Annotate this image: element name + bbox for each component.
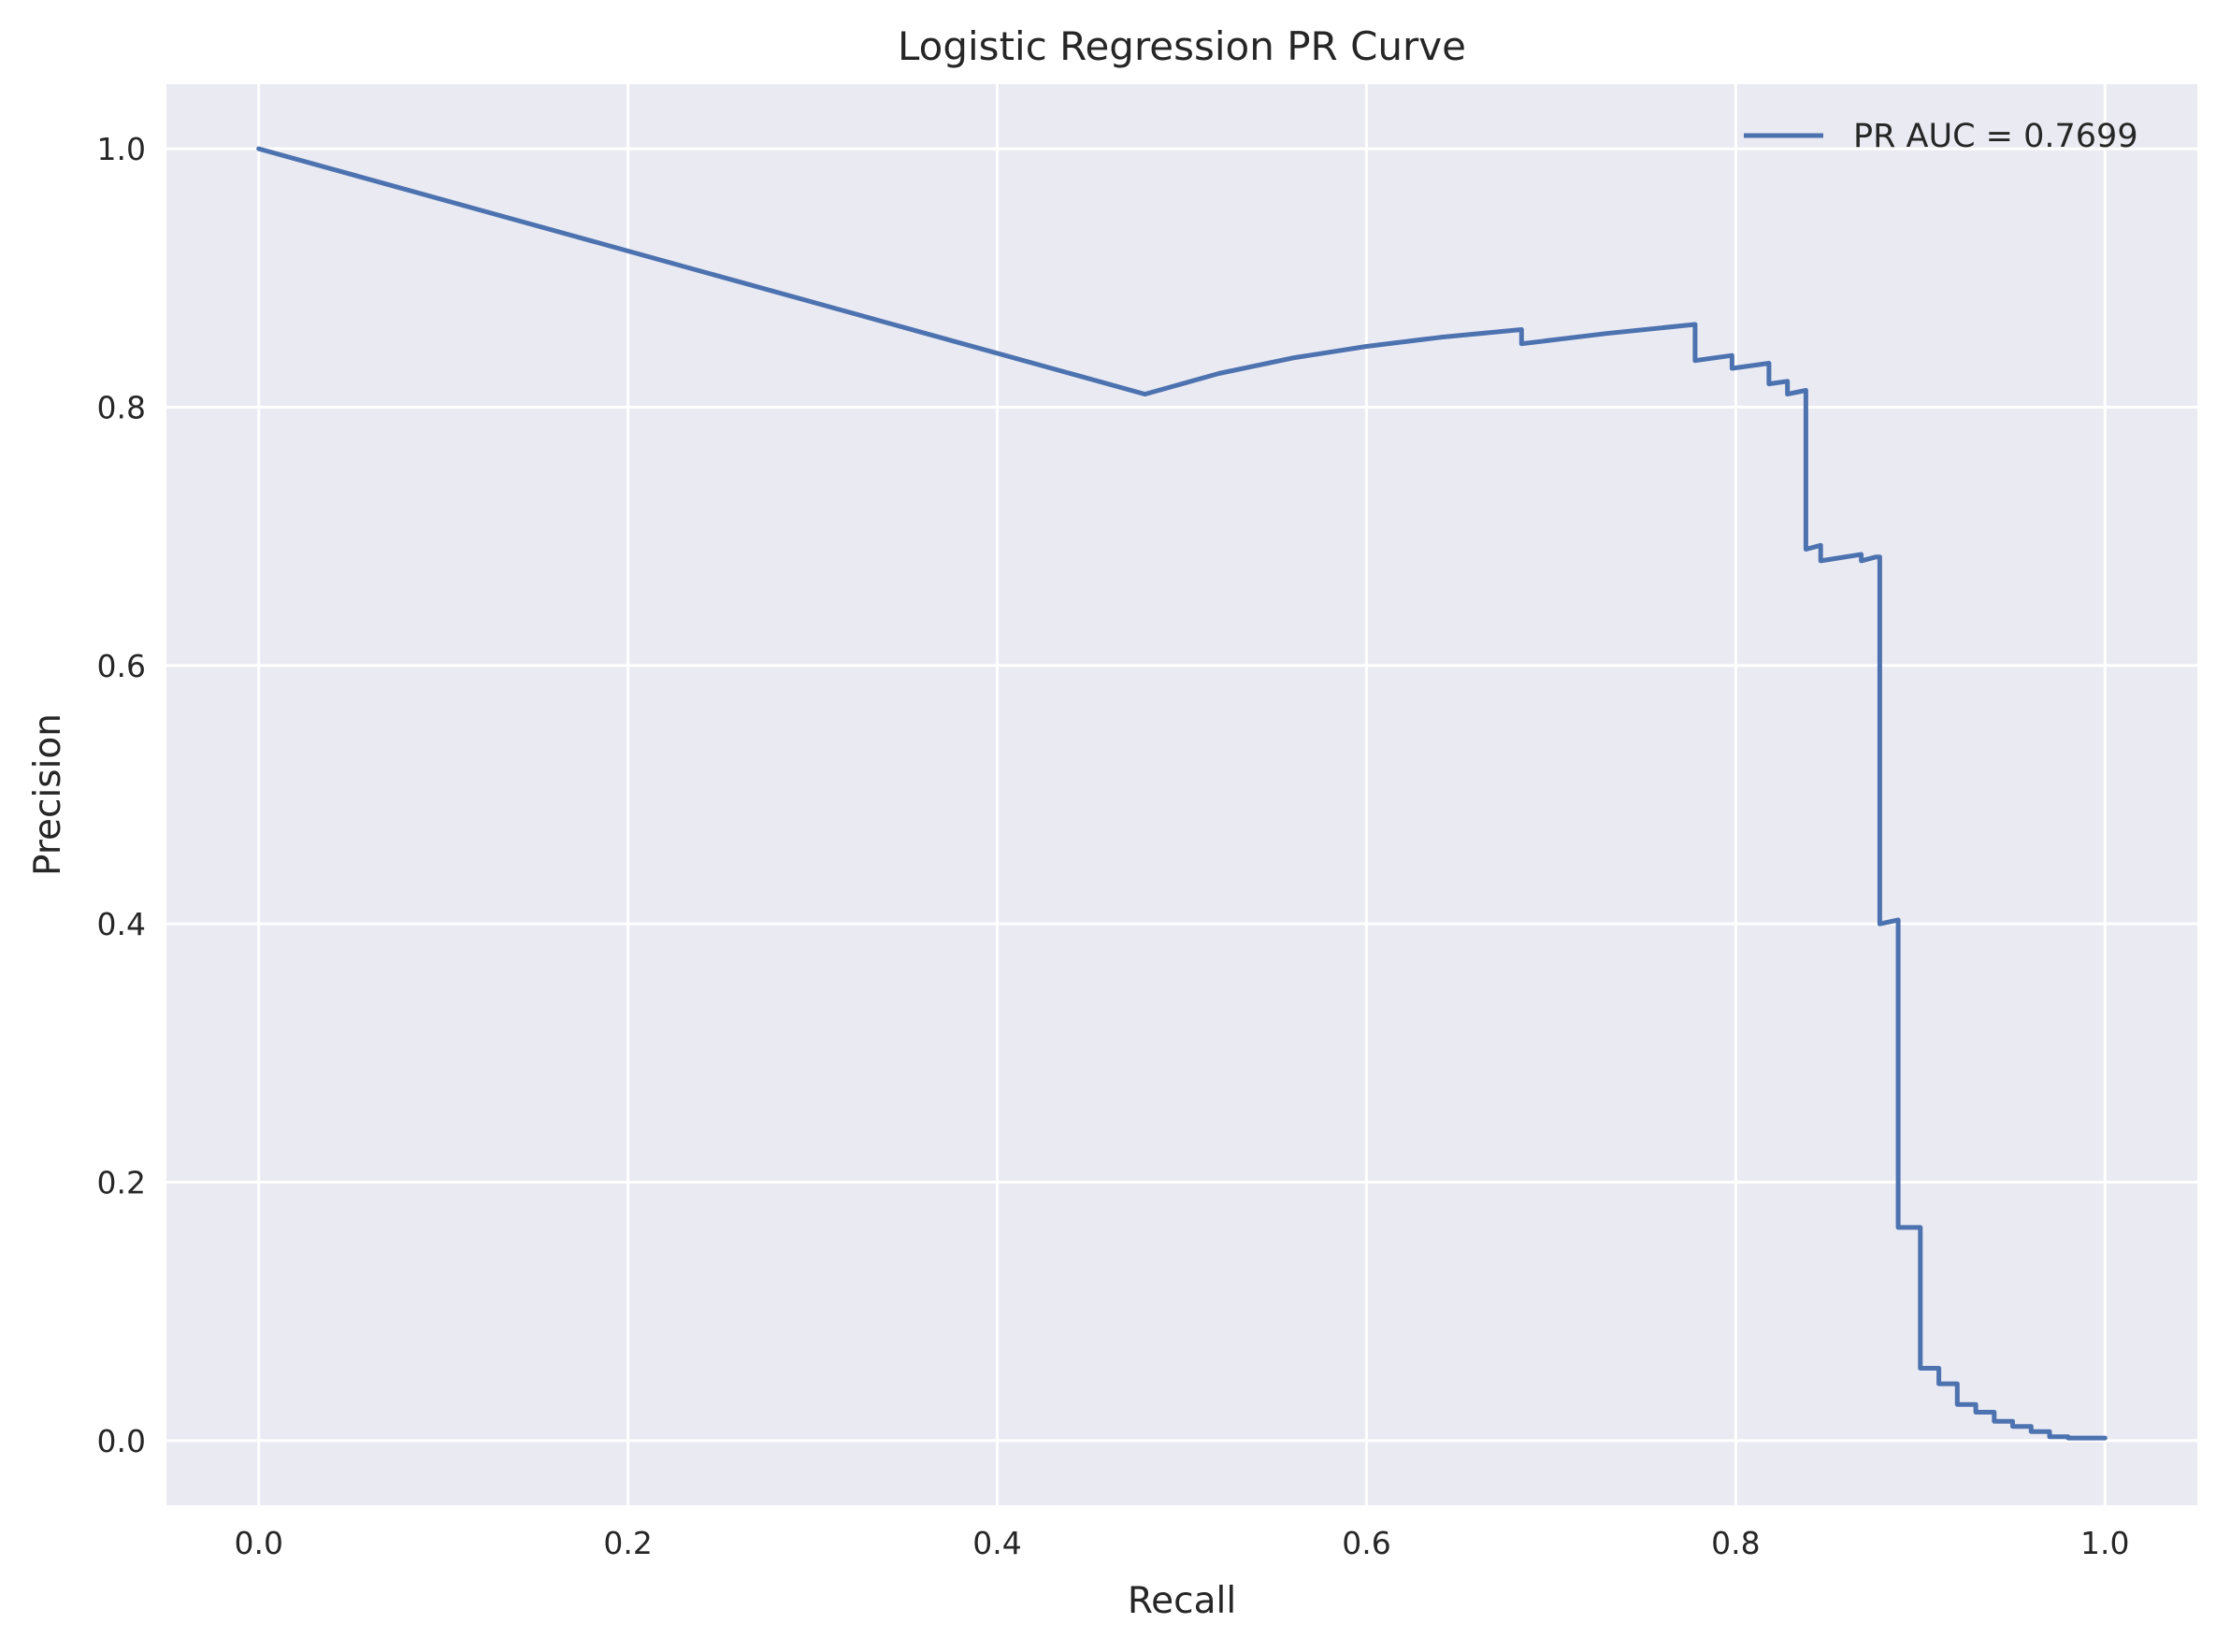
legend: PR AUC = 0.7699 bbox=[1744, 118, 2138, 155]
x-tick-label: 1.0 bbox=[2080, 1525, 2129, 1561]
pr-curve-line bbox=[256, 146, 2108, 1441]
grid-lines bbox=[166, 84, 2197, 1505]
y-axis-label: Precision bbox=[27, 713, 69, 876]
series-lines bbox=[256, 146, 2108, 1441]
chart-title: Logistic Regression PR Curve bbox=[898, 23, 1466, 69]
plot-area bbox=[166, 84, 2197, 1505]
x-axis-ticks: 0.0 0.2 0.4 0.6 0.8 1.0 bbox=[234, 1525, 2129, 1561]
y-tick-label: 0.2 bbox=[97, 1165, 146, 1201]
y-tick-label: 0.0 bbox=[97, 1423, 146, 1459]
y-tick-label: 0.8 bbox=[97, 389, 146, 425]
legend-entry-label: PR AUC = 0.7699 bbox=[1853, 118, 2138, 155]
y-tick-label: 0.4 bbox=[97, 906, 146, 942]
y-axis-ticks: 0.0 0.2 0.4 0.6 0.8 1.0 bbox=[97, 131, 146, 1459]
y-tick-label: 0.6 bbox=[97, 648, 146, 684]
x-tick-label: 0.8 bbox=[1711, 1525, 1760, 1561]
x-tick-label: 0.6 bbox=[1342, 1525, 1390, 1561]
y-tick-label: 1.0 bbox=[97, 131, 146, 167]
x-tick-label: 0.2 bbox=[603, 1525, 652, 1561]
x-axis-label: Recall bbox=[1128, 1580, 1236, 1622]
x-tick-label: 0.4 bbox=[972, 1525, 1021, 1561]
x-tick-label: 0.0 bbox=[234, 1525, 282, 1561]
